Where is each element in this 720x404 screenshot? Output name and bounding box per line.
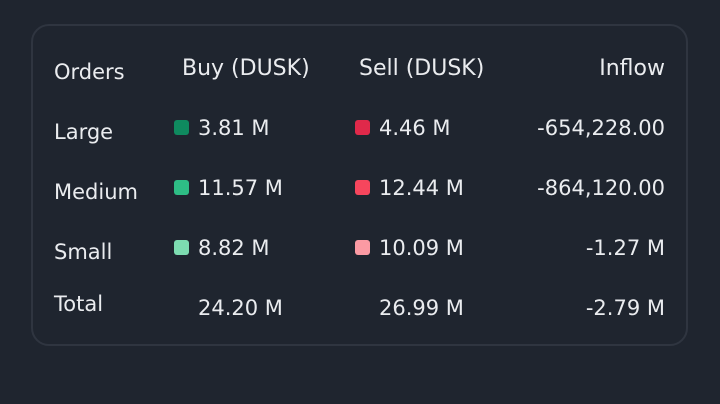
- inflow-total-value: -2.79 M: [585, 296, 665, 320]
- sell-small-swatch: [355, 240, 370, 255]
- order-flow-card: Orders Buy (DUSK) Sell (DUSK) Inflow Lar…: [31, 24, 688, 346]
- buy-medium-value: 11.57 M: [198, 176, 283, 200]
- sell-large-swatch: [355, 120, 370, 135]
- buy-medium-swatch: [174, 180, 189, 195]
- inflow-small-value: -1.27 M: [585, 236, 665, 260]
- sell-header: Sell (DUSK): [359, 56, 485, 81]
- row-label-large: Large: [54, 120, 114, 144]
- orders-header: Orders: [54, 60, 125, 84]
- inflow-large-value: -654,228.00: [537, 116, 665, 140]
- buy-small-value: 8.82 M: [198, 236, 270, 260]
- sell-total-value: 26.99 M: [379, 296, 464, 320]
- inflow-medium-value: -864,120.00: [537, 176, 665, 200]
- buy-small-swatch: [174, 240, 189, 255]
- row-label-medium: Medium: [54, 180, 138, 204]
- sell-small-value: 10.09 M: [379, 236, 464, 260]
- buy-total-value: 24.20 M: [198, 296, 283, 320]
- buy-large-swatch: [174, 120, 189, 135]
- buy-large-value: 3.81 M: [198, 116, 270, 140]
- buy-header: Buy (DUSK): [182, 56, 310, 81]
- sell-medium-swatch: [355, 180, 370, 195]
- inflow-header: Inflow: [599, 56, 665, 81]
- row-label-total: Total: [54, 292, 104, 316]
- sell-large-value: 4.46 M: [379, 116, 451, 140]
- row-label-small: Small: [54, 240, 113, 264]
- sell-medium-value: 12.44 M: [379, 176, 464, 200]
